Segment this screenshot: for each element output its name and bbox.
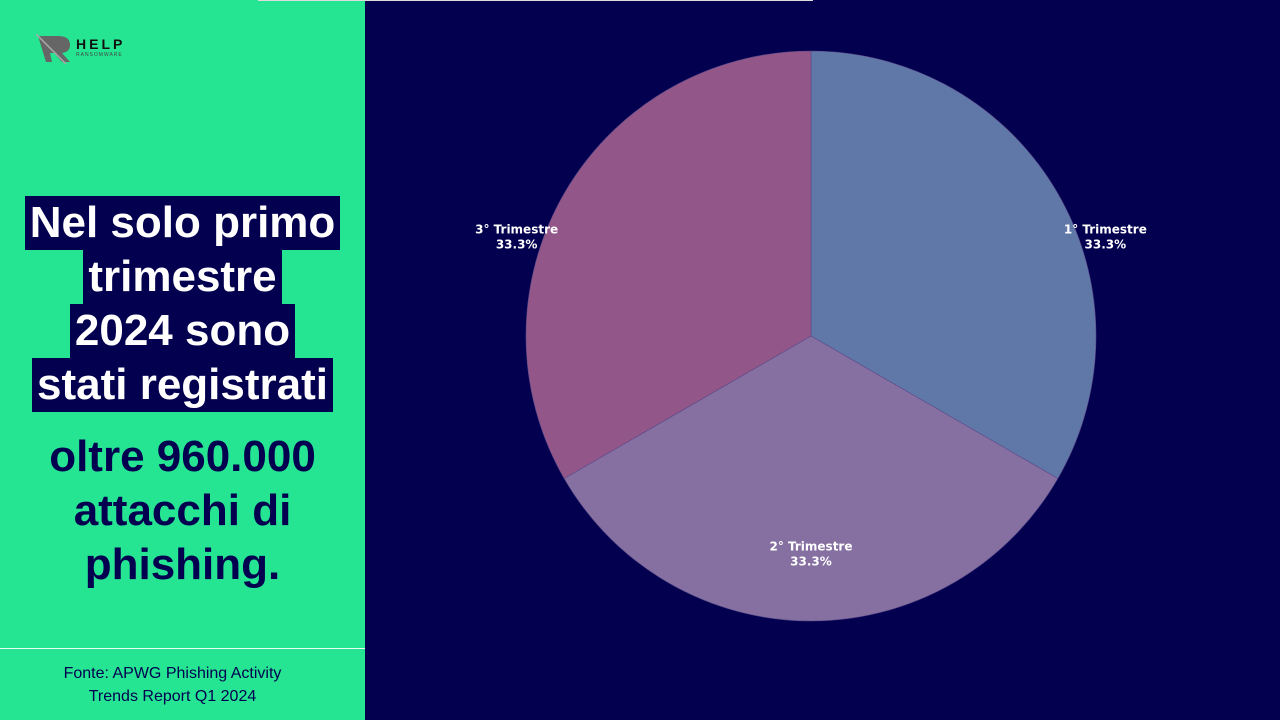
headline-line: Nel solo primo — [24, 196, 341, 250]
headline-line: stati registrati — [32, 358, 333, 412]
subheadline-line: oltre 960.000 — [49, 432, 316, 481]
slice-percent-label: 33.3% — [496, 238, 538, 252]
pie-slice — [525, 50, 812, 479]
slice-category-label: 1° Trimestre — [1064, 223, 1147, 237]
slice-category-label: 3° Trimestre — [475, 223, 558, 237]
source-note: Fonte: APWG Phishing Activity Trends Rep… — [0, 662, 345, 708]
slice-percent-label: 33.3% — [790, 555, 832, 569]
headline-line: trimestre — [83, 250, 282, 304]
subheadline: oltre 960.000 attacchi di phishing. — [0, 430, 365, 592]
pie-slice — [563, 335, 1059, 622]
logo: HELP RANSOMWARE — [36, 34, 136, 64]
divider — [0, 648, 365, 649]
slice-category-label: 2° Trimestre — [769, 540, 852, 554]
slice-percent-label: 33.3% — [1085, 238, 1127, 252]
source-line: Trends Report Q1 2024 — [88, 688, 257, 705]
info-panel: HELP RANSOMWARE Nel solo primo trimestre… — [0, 0, 365, 720]
pie-slice — [810, 50, 1097, 479]
top-rule — [258, 0, 813, 1]
subheadline-line: phishing. — [84, 540, 281, 589]
headline: Nel solo primo trimestre 2024 sono stati… — [0, 196, 365, 412]
logo-r-icon — [36, 34, 70, 64]
subheadline-line: attacchi di — [73, 486, 292, 535]
source-line: Fonte: APWG Phishing Activity — [63, 665, 282, 682]
logo-text: HELP — [76, 36, 126, 52]
headline-line: 2024 sono — [69, 304, 296, 358]
logo-subtext: RANSOMWARE — [76, 52, 123, 58]
